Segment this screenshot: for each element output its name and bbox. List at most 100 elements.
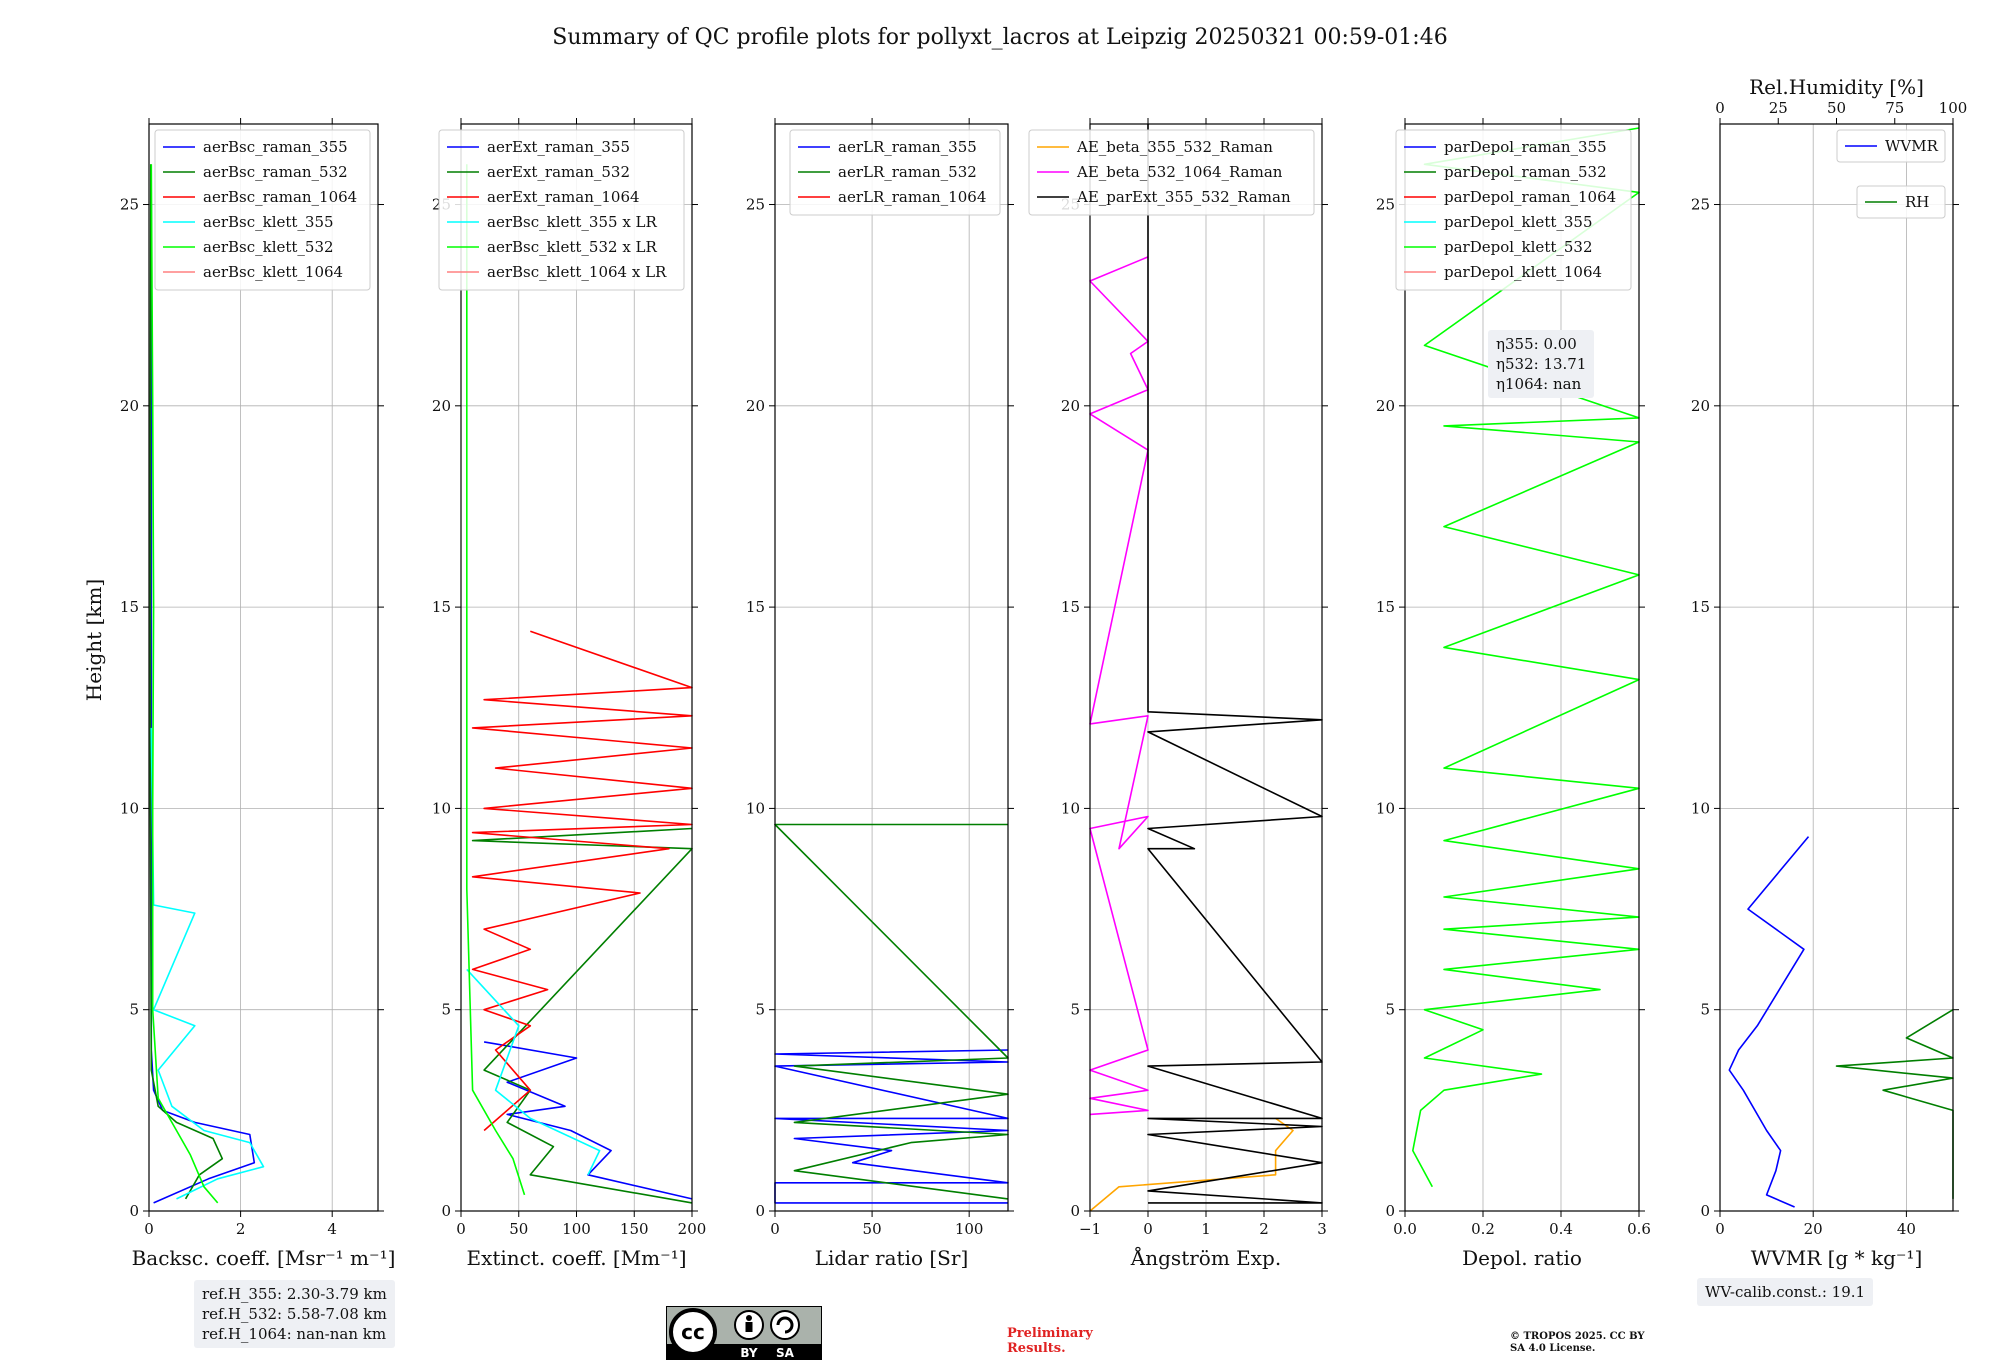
series-line-ae-parext-355-532-raman <box>1147 124 1323 1204</box>
y-tick-label: 5 <box>755 1001 765 1019</box>
eta-532-text: η532: 13.71 <box>1496 355 1587 373</box>
y-tick-label: 0 <box>1070 1202 1080 1220</box>
top-x-tick-label: 25 <box>1769 99 1788 117</box>
y-tick-label: 20 <box>1691 397 1710 415</box>
figure-title: Summary of QC profile plots for pollyxt_… <box>552 25 1447 50</box>
y-tick-label: 20 <box>1061 397 1080 415</box>
legend-box <box>154 129 371 291</box>
legend-entry: parDepol_raman_532 <box>1444 163 1607 181</box>
x-tick-label: 50 <box>863 1220 882 1238</box>
angstrom-panel: −101230510152025Ångström Exp.AE_beta_355… <box>1028 118 1328 1270</box>
series-line-aerbsc-klett-532 <box>150 164 219 1204</box>
y-tick-label: 25 <box>746 196 765 214</box>
x-tick-label: 0.0 <box>1393 1220 1417 1238</box>
x-tick-label: 100 <box>955 1220 984 1238</box>
sa-share-alike-icon <box>770 1310 800 1340</box>
x-axis-label: Ångström Exp. <box>1130 1245 1281 1270</box>
x-tick-label: 1 <box>1201 1220 1211 1238</box>
x-tick-label: 200 <box>678 1220 707 1238</box>
y-tick-label: 20 <box>120 397 139 415</box>
preliminary-results-text: Preliminary Results. <box>1007 1326 1093 1356</box>
x-tick-label: −1 <box>1079 1220 1101 1238</box>
legend-entry: aerBsc_klett_1064 <box>203 263 343 281</box>
backscatter-panel: 0 2 4 0 5 10 15 20 25 Backsc. coeff. [Msr⁻¹ m⁻¹] a… <box>120 118 395 1270</box>
extinction-panel: 0501001502000510152025Extinct. coeff. [M… <box>432 118 706 1270</box>
ref-h-1064-text: ref.H_1064: nan-nan km <box>202 1325 387 1343</box>
x-axis-label: Lidar ratio [Sr] <box>815 1246 969 1270</box>
axes-frame <box>1089 123 1323 1212</box>
y-tick-label: 25 <box>1691 196 1710 214</box>
legend-box <box>1836 129 1946 163</box>
top-x-tick-label: 50 <box>1827 99 1846 117</box>
legend-box <box>1028 129 1315 216</box>
x-tick-label: 0 <box>144 1220 154 1238</box>
legend-entry: aerLR_raman_1064 <box>838 188 986 206</box>
legend-entry: parDepol_raman_1064 <box>1444 188 1616 206</box>
x-axis-label: Depol. ratio <box>1462 1246 1582 1270</box>
series-line-ae-beta-532-1064-raman <box>1089 256 1149 1116</box>
eta-box: η355: 0.00 η532: 13.71 η1064: nan <box>1488 330 1595 398</box>
top-x-tick-label: 100 <box>1939 99 1968 117</box>
y-tick-label: 20 <box>432 397 451 415</box>
legend-entry: aerBsc_klett_532 <box>203 238 334 256</box>
series-line-aerext-raman-1064 <box>471 630 693 1132</box>
y-tick-label: 15 <box>120 598 139 616</box>
series-line-aerbsc-klett-355-x-lr <box>466 968 601 1176</box>
legend-entry: AE_parExt_355_532_Raman <box>1076 188 1291 206</box>
y-tick-label: 20 <box>746 397 765 415</box>
top-x-tick-label: 0 <box>1715 99 1725 117</box>
ref-h-355-text: ref.H_355: 2.30-3.79 km <box>202 1285 387 1303</box>
legend-entry: RH <box>1905 193 1929 211</box>
legend-entry: parDepol_klett_355 <box>1444 213 1593 231</box>
y-tick-label: 5 <box>441 1001 451 1019</box>
x-tick-label: 40 <box>1897 1220 1916 1238</box>
axes-frame <box>460 123 693 1212</box>
axes-frame <box>1719 123 1954 1212</box>
legend-entry: aerBsc_klett_355 x LR <box>487 213 658 231</box>
y-tick-label: 15 <box>746 598 765 616</box>
x-tick-label: 2 <box>236 1220 246 1238</box>
legend-entry: WVMR <box>1885 137 1939 155</box>
y-tick-label: 25 <box>1376 196 1395 214</box>
x-tick-label: 100 <box>562 1220 591 1238</box>
by-icon-body <box>745 1322 753 1332</box>
y-tick-label: 15 <box>1691 598 1710 616</box>
y-tick-label: 0 <box>1700 1202 1710 1220</box>
x-tick-label: 0.2 <box>1471 1220 1495 1238</box>
y-tick-label: 10 <box>746 799 765 817</box>
series-line-aerlr-raman-355 <box>774 1049 1009 1204</box>
cc-license-badge: cc BY SA <box>666 1306 822 1360</box>
height-axis-label: Height [km] <box>82 579 106 701</box>
x-axis-label: Backsc. coeff. [Msr⁻¹ m⁻¹] <box>132 1246 396 1270</box>
x-tick-label: 0 <box>1143 1220 1153 1238</box>
y-tick-label: 0 <box>129 1202 139 1220</box>
x-tick-label: 0 <box>770 1220 780 1238</box>
legend-box <box>438 129 685 291</box>
x-tick-label: 0.4 <box>1549 1220 1573 1238</box>
series-line-aerbsc-klett-355 <box>150 727 265 1200</box>
x-tick-label: 0 <box>456 1220 466 1238</box>
axes-frame <box>148 123 379 1212</box>
legend-entry: AE_beta_355_532_Raman <box>1076 138 1273 156</box>
legend-box <box>789 129 1001 216</box>
ref-h-532-text: ref.H_532: 5.58-7.08 km <box>202 1305 387 1323</box>
series-line-aerlr-raman-532 <box>774 823 1009 1200</box>
series-line-rh <box>1835 1009 1954 1199</box>
sa-label: SA <box>776 1346 795 1360</box>
legend-entry: parDepol_raman_355 <box>1444 138 1607 156</box>
y-tick-label: 15 <box>1061 598 1080 616</box>
top-x-tick-label: 75 <box>1885 99 1904 117</box>
water_vapor-panel: 0 20 40 0 5 10 15 20 25 0 25 50 75 100 Rel.Humidity [%… <box>1691 75 1967 1270</box>
x-tick-label: 50 <box>509 1220 528 1238</box>
y-tick-label: 15 <box>1376 598 1395 616</box>
y-tick-label: 5 <box>129 1001 139 1019</box>
y-tick-label: 10 <box>1376 799 1395 817</box>
legend-entry: aerExt_raman_1064 <box>487 188 640 206</box>
wv-calib-box: WV-calib.const.: 19.1 <box>1697 1278 1874 1306</box>
lidar_ratio-panel: 0 50 100 0 5 10 15 20 25 Lidar ratio [Sr] aerLR_ra… <box>746 118 1014 1270</box>
x-tick-label: 0.6 <box>1627 1220 1651 1238</box>
legend-entry: aerExt_raman_532 <box>487 163 630 181</box>
cc-logo-text: cc <box>681 1320 705 1344</box>
